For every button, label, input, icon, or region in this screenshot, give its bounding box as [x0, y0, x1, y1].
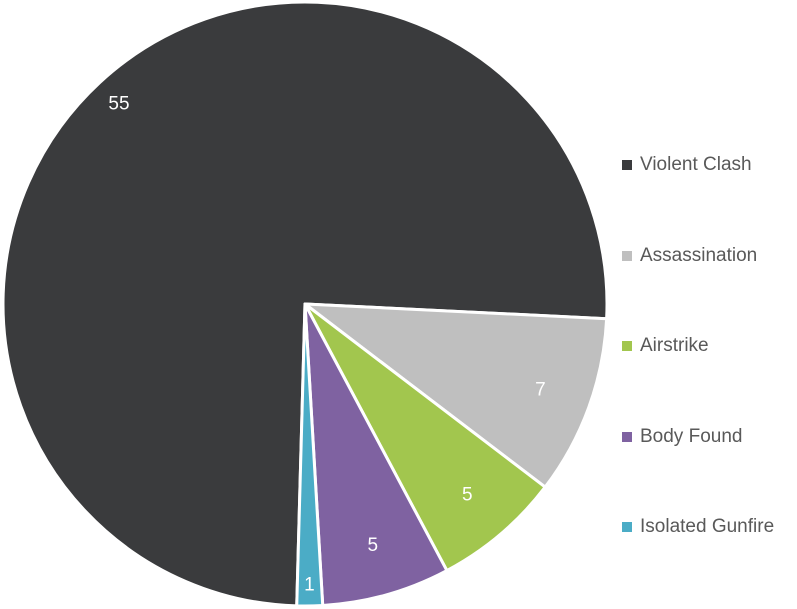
- legend-swatch-violent-clash: [622, 160, 632, 170]
- legend-swatch-isolated-gunfire: [622, 522, 632, 532]
- data-label-isolated-gunfire: 1: [304, 574, 315, 595]
- pie-slice-body-found: [303, 302, 449, 607]
- legend-item-isolated-gunfire: Isolated Gunfire: [622, 512, 797, 542]
- legend-item-body-found: Body Found: [622, 422, 797, 452]
- pie-slice-assassination: [303, 302, 609, 489]
- legend-swatch-airstrike: [622, 341, 632, 351]
- data-label-airstrike: 5: [462, 485, 473, 506]
- legend-swatch-body-found: [622, 431, 632, 442]
- legend-item-airstrike: Airstrike: [622, 331, 797, 361]
- legend-label-isolated-gunfire: Isolated Gunfire: [640, 516, 775, 537]
- legend-label-airstrike: Airstrike: [640, 335, 709, 356]
- data-label-violent-clash: 55: [108, 94, 129, 115]
- legend: Violent Clash Assassination Airstrike Bo…: [622, 150, 797, 603]
- legend-item-assassination: Assassination: [622, 241, 797, 271]
- legend-label-violent-clash: Violent Clash: [640, 154, 752, 175]
- legend-label-body-found: Body Found: [640, 425, 743, 447]
- data-label-body-found: 5: [368, 535, 379, 556]
- pie-slice-airstrike: [303, 302, 547, 573]
- legend-item-violent-clash: Violent Clash: [622, 150, 797, 180]
- pie-slice-isolated-gunfire: [295, 302, 325, 608]
- legend-label-assassination: Assassination: [640, 244, 758, 266]
- data-label-assassination: 7: [535, 379, 546, 400]
- legend-swatch-assassination: [622, 250, 632, 261]
- pie-slices: [1, 0, 609, 608]
